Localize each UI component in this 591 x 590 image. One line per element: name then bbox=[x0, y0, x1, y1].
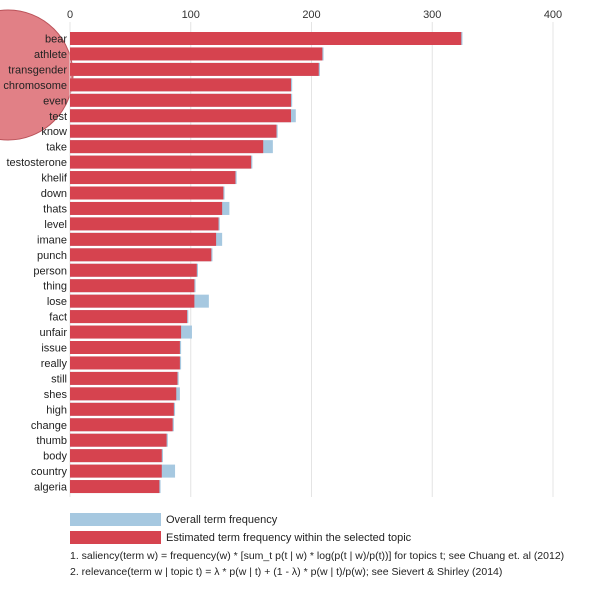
topic-frequency-bar[interactable] bbox=[70, 387, 177, 401]
topic-frequency-bar[interactable] bbox=[70, 171, 236, 185]
topic-frequency-bar[interactable] bbox=[70, 356, 180, 370]
topic-frequency-bar[interactable] bbox=[70, 201, 223, 215]
term-label[interactable]: imane bbox=[37, 234, 67, 246]
saliency-footnote: 1. saliency(term w) = frequency(w) * [su… bbox=[70, 550, 565, 562]
term-label[interactable]: testosterone bbox=[6, 157, 67, 169]
term-labels: bear athlete transgender chromosome even test… bbox=[3, 34, 68, 494]
topic-frequency-bar[interactable] bbox=[70, 186, 224, 200]
x-tick-label: 100 bbox=[182, 9, 200, 21]
term-frequency-chart: 0 100 200 300 400 bear athlete transgender chro… bbox=[0, 9, 562, 544]
topic-frequency-bar[interactable] bbox=[70, 433, 167, 447]
term-label[interactable]: really bbox=[41, 358, 68, 370]
term-label[interactable]: high bbox=[46, 404, 67, 416]
term-label[interactable]: lose bbox=[47, 296, 67, 308]
x-tick-label: 300 bbox=[423, 9, 441, 21]
legend-topic-label: Estimated term frequency within the sele… bbox=[166, 532, 412, 544]
term-label[interactable]: fact bbox=[49, 312, 67, 324]
term-label[interactable]: down bbox=[41, 188, 67, 200]
topic-frequency-bar[interactable] bbox=[70, 294, 195, 308]
term-label[interactable]: punch bbox=[37, 250, 67, 262]
topic-frequency-bar[interactable] bbox=[70, 464, 162, 478]
topic-frequency-bar[interactable] bbox=[70, 109, 291, 123]
topic-frequency-bar[interactable] bbox=[70, 402, 174, 416]
topic-frequency-bar[interactable] bbox=[70, 371, 178, 385]
topic-frequency-bar[interactable] bbox=[70, 232, 217, 246]
topic-frequency-bar[interactable] bbox=[70, 124, 277, 138]
relevance-footnote: 2. relevance(term w | topic t) = λ * p(w… bbox=[70, 566, 503, 578]
x-tick-label: 200 bbox=[302, 9, 320, 21]
x-tick-label: 0 bbox=[67, 9, 73, 21]
topic-frequency-bar[interactable] bbox=[70, 140, 264, 154]
term-label[interactable]: even bbox=[43, 95, 67, 107]
term-label[interactable]: level bbox=[44, 219, 67, 231]
term-label[interactable]: thats bbox=[43, 203, 67, 215]
topic-frequency-bar[interactable] bbox=[70, 47, 323, 61]
term-label[interactable]: shes bbox=[44, 389, 68, 401]
topic-frequency-bar[interactable] bbox=[70, 310, 188, 324]
topic-frequency-bar[interactable] bbox=[70, 155, 252, 169]
topic-frequency-bar[interactable] bbox=[70, 263, 197, 277]
term-label[interactable]: know bbox=[41, 126, 67, 138]
term-label[interactable]: bear bbox=[45, 34, 67, 46]
topic-frequency-bar[interactable] bbox=[70, 32, 462, 45]
term-label[interactable]: change bbox=[31, 420, 67, 432]
term-label[interactable]: body bbox=[43, 451, 67, 463]
x-axis: 0 100 200 300 400 bbox=[67, 9, 562, 21]
term-label[interactable]: chromosome bbox=[3, 80, 67, 92]
term-label[interactable]: khelif bbox=[41, 173, 68, 185]
term-label[interactable]: thing bbox=[43, 281, 67, 293]
bars bbox=[70, 32, 463, 494]
term-label[interactable]: issue bbox=[41, 343, 67, 355]
term-label[interactable]: unfair bbox=[39, 327, 67, 339]
topic-frequency-bar[interactable] bbox=[70, 449, 162, 463]
term-label[interactable]: transgender bbox=[8, 64, 67, 76]
term-label[interactable]: country bbox=[31, 466, 68, 478]
x-tick-label: 400 bbox=[544, 9, 562, 21]
topic-frequency-bar[interactable] bbox=[70, 62, 319, 76]
term-label[interactable]: take bbox=[46, 142, 67, 154]
topic-frequency-bar[interactable] bbox=[70, 248, 212, 262]
topic-frequency-bar[interactable] bbox=[70, 78, 291, 92]
term-label[interactable]: still bbox=[51, 373, 67, 385]
legend-overall-label: Overall term frequency bbox=[166, 514, 278, 526]
topic-frequency-bar[interactable] bbox=[70, 279, 195, 293]
topic-frequency-bar[interactable] bbox=[70, 93, 291, 107]
legend-topic-swatch bbox=[70, 531, 161, 544]
topic-frequency-bar[interactable] bbox=[70, 480, 160, 494]
topic-frequency-bar[interactable] bbox=[70, 341, 180, 354]
topic-frequency-bar[interactable] bbox=[70, 217, 219, 231]
topic-frequency-bar[interactable] bbox=[70, 418, 173, 432]
topic-frequency-bar[interactable] bbox=[70, 325, 182, 339]
legend: Overall term frequency Estimated term fr… bbox=[70, 513, 412, 544]
term-label[interactable]: athlete bbox=[34, 49, 67, 61]
term-label[interactable]: person bbox=[33, 265, 67, 277]
legend-overall-swatch bbox=[70, 513, 161, 526]
term-label[interactable]: test bbox=[49, 111, 67, 123]
term-label[interactable]: thumb bbox=[36, 435, 67, 447]
term-label[interactable]: algeria bbox=[34, 482, 68, 494]
